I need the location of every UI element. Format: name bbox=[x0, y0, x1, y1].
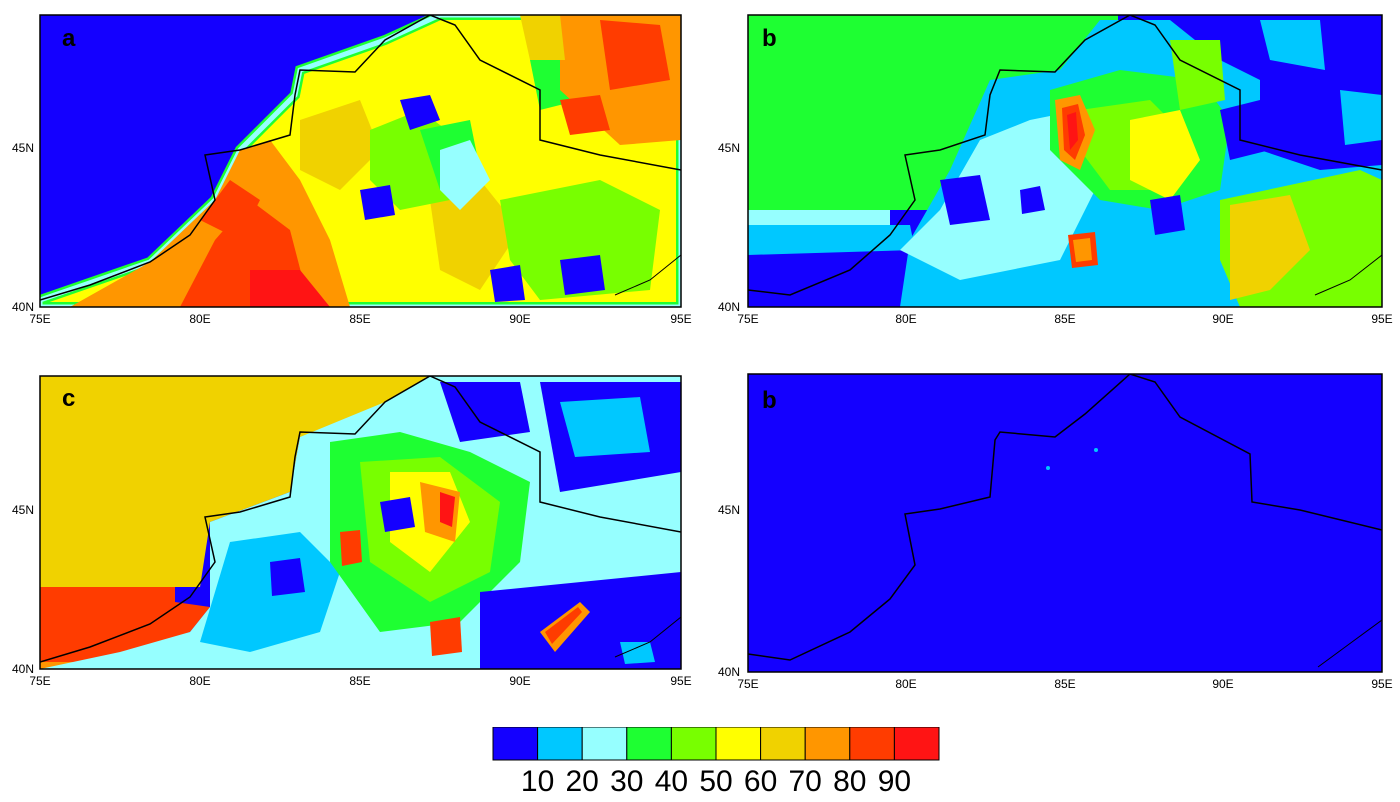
xtick-label: 75E bbox=[737, 677, 758, 691]
colorbar-label: 30 bbox=[610, 765, 643, 797]
map-frame-b bbox=[747, 14, 1383, 308]
xtick-label: 90E bbox=[509, 674, 530, 688]
xtick-label: 80E bbox=[189, 312, 210, 326]
xtick-label: 80E bbox=[895, 312, 916, 326]
colorbar-label: 80 bbox=[833, 765, 866, 797]
map-svg-b: b 45N 40N 75E 80E 85E 90E 95E bbox=[718, 14, 1393, 326]
map-svg-a: a 45N 40N 75E 80E 85E 90E 95E bbox=[12, 14, 692, 326]
ytick-label: 45N bbox=[12, 141, 34, 155]
colorbar-label: 60 bbox=[744, 765, 777, 797]
xtick-label: 80E bbox=[189, 674, 210, 688]
map-frame-a bbox=[39, 14, 682, 308]
ytick-label: 40N bbox=[12, 300, 34, 314]
colorbar-label: 70 bbox=[789, 765, 822, 797]
map-panel-a: a 45N 40N 75E 80E 85E 90E 95E bbox=[0, 0, 700, 330]
map-svg-d: b 45N 40N 75E 80E 85E 90E 95E bbox=[718, 373, 1393, 691]
colorbar-swatch bbox=[537, 726, 583, 761]
colorbar-swatch bbox=[581, 726, 628, 761]
map-panel-c: c 45N 40N 75E 80E 85E 90E 95E bbox=[0, 362, 700, 692]
panel-letter-c: c bbox=[62, 385, 75, 412]
xtick-label: 95E bbox=[1371, 677, 1392, 691]
colorbar-swatch bbox=[492, 726, 539, 761]
colorbar-swatch bbox=[893, 726, 940, 761]
map-field-a bbox=[40, 15, 681, 307]
colorbar-swatch bbox=[804, 726, 851, 761]
map-svg-c: c 45N 40N 75E 80E 85E 90E 95E bbox=[12, 375, 692, 688]
colorbar-label: 40 bbox=[655, 765, 688, 797]
border-line-d bbox=[748, 374, 1382, 661]
colorbar-label: 20 bbox=[566, 765, 599, 797]
colorbar-label: 10 bbox=[521, 765, 554, 797]
colorbar-label: 50 bbox=[699, 765, 732, 797]
ytick-label: 40N bbox=[718, 665, 740, 679]
colorbar: 10 20 30 40 50 60 70 80 90 bbox=[492, 726, 952, 802]
xtick-label: 95E bbox=[670, 674, 691, 688]
map-frame-c bbox=[39, 375, 682, 670]
map-field-d bbox=[748, 374, 1382, 672]
xtick-label: 90E bbox=[509, 312, 530, 326]
map-field-b bbox=[748, 15, 1382, 307]
colorbar-swatches bbox=[492, 726, 940, 761]
map-panel-d: b 45N 40N 75E 80E 85E 90E 95E bbox=[700, 362, 1400, 692]
colorbar-labels: 10 20 30 40 50 60 70 80 90 bbox=[521, 765, 911, 798]
ytick-label: 45N bbox=[12, 503, 34, 517]
xtick-label: 85E bbox=[349, 312, 370, 326]
map-panel-b: b 45N 40N 75E 80E 85E 90E 95E bbox=[700, 0, 1400, 330]
colorbar-swatch bbox=[670, 726, 717, 761]
border-line-a bbox=[40, 15, 681, 301]
xtick-label: 75E bbox=[737, 312, 758, 326]
map-field-c bbox=[40, 376, 681, 669]
colorbar-swatch bbox=[760, 726, 806, 761]
xtick-label: 80E bbox=[895, 677, 916, 691]
colorbar-swatch bbox=[849, 726, 895, 761]
xtick-label: 90E bbox=[1212, 312, 1233, 326]
xtick-label: 95E bbox=[1371, 312, 1392, 326]
colorbar-label: 90 bbox=[878, 765, 911, 797]
xtick-label: 90E bbox=[1212, 677, 1233, 691]
colorbar-svg: 10 20 30 40 50 60 70 80 90 bbox=[492, 726, 940, 798]
xtick-label: 85E bbox=[349, 674, 370, 688]
xtick-label: 85E bbox=[1054, 312, 1075, 326]
border-line-b bbox=[748, 15, 1382, 296]
ytick-label: 45N bbox=[718, 141, 740, 155]
panel-letter-a: a bbox=[62, 25, 76, 52]
xtick-label: 75E bbox=[29, 312, 50, 326]
xtick-label: 95E bbox=[670, 312, 691, 326]
ytick-label: 40N bbox=[12, 662, 34, 676]
border-line-c bbox=[40, 376, 681, 663]
ytick-label: 45N bbox=[718, 503, 740, 517]
map-frame-d bbox=[747, 373, 1383, 673]
ytick-label: 40N bbox=[718, 300, 740, 314]
colorbar-swatch bbox=[626, 726, 672, 761]
xtick-label: 75E bbox=[29, 674, 50, 688]
colorbar-swatch bbox=[715, 726, 762, 761]
panel-letter-d: b bbox=[762, 387, 777, 414]
xtick-label: 85E bbox=[1054, 677, 1075, 691]
panel-letter-b: b bbox=[762, 25, 777, 52]
